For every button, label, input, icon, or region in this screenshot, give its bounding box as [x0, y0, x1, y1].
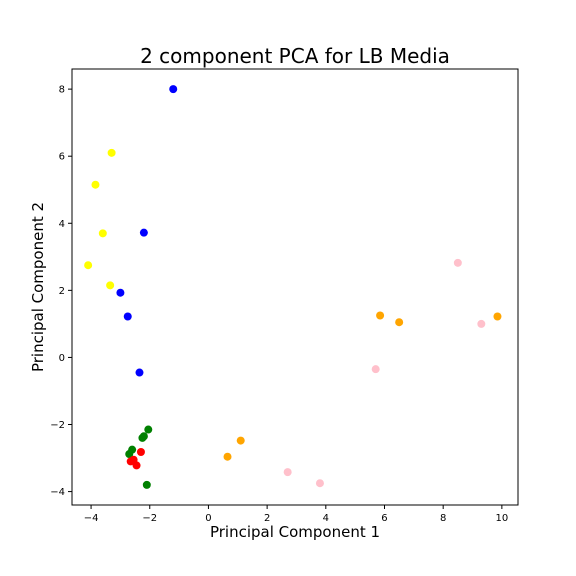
x-tick-label: 6 — [381, 513, 387, 524]
data-point — [453, 258, 462, 267]
y-axis: −4 −2 0 2 4 6 8 — [50, 85, 72, 498]
data-point — [138, 433, 147, 442]
data-point — [91, 180, 100, 189]
data-point — [493, 312, 502, 321]
x-tick-label: 8 — [440, 513, 446, 524]
chart-title: 2 component PCA for LB Media — [140, 44, 450, 68]
data-point — [98, 229, 107, 238]
x-tick-label: 0 — [205, 513, 211, 524]
x-axis-label: Principal Component 1 — [210, 523, 380, 541]
y-tick-label: −4 — [50, 487, 65, 498]
x-tick-label: 4 — [323, 513, 329, 524]
data-point — [142, 480, 151, 489]
data-point — [371, 365, 380, 374]
data-point — [135, 368, 144, 377]
data-point — [125, 450, 134, 459]
data-point — [283, 468, 292, 477]
x-tick-label: −4 — [84, 513, 99, 524]
data-point — [223, 452, 232, 461]
data-point — [315, 479, 324, 488]
y-tick-label: 8 — [59, 85, 65, 96]
data-point — [376, 311, 385, 320]
data-point — [107, 148, 116, 157]
data-point — [395, 318, 404, 327]
data-point — [477, 319, 486, 328]
data-point — [116, 288, 125, 297]
data-point — [132, 461, 141, 470]
y-tick-label: 4 — [59, 219, 65, 230]
data-point — [169, 85, 178, 94]
data-point — [106, 281, 115, 290]
data-points — [84, 85, 502, 489]
data-point — [144, 425, 153, 434]
data-point — [236, 436, 245, 445]
x-tick-label: −2 — [142, 513, 157, 524]
y-axis-label: Principal Component 2 — [29, 202, 47, 372]
y-tick-label: −2 — [50, 420, 65, 431]
y-tick-label: 6 — [59, 152, 65, 163]
x-tick-label: 2 — [264, 513, 270, 524]
data-point — [123, 312, 132, 321]
x-tick-label: 10 — [495, 513, 508, 524]
data-point — [136, 448, 145, 457]
x-axis: −4 −2 0 2 4 6 8 10 — [84, 505, 508, 524]
data-point — [139, 228, 148, 237]
data-point — [84, 261, 93, 270]
y-tick-label: 2 — [59, 286, 65, 297]
y-tick-label: 0 — [59, 353, 65, 364]
data-point — [126, 457, 135, 466]
